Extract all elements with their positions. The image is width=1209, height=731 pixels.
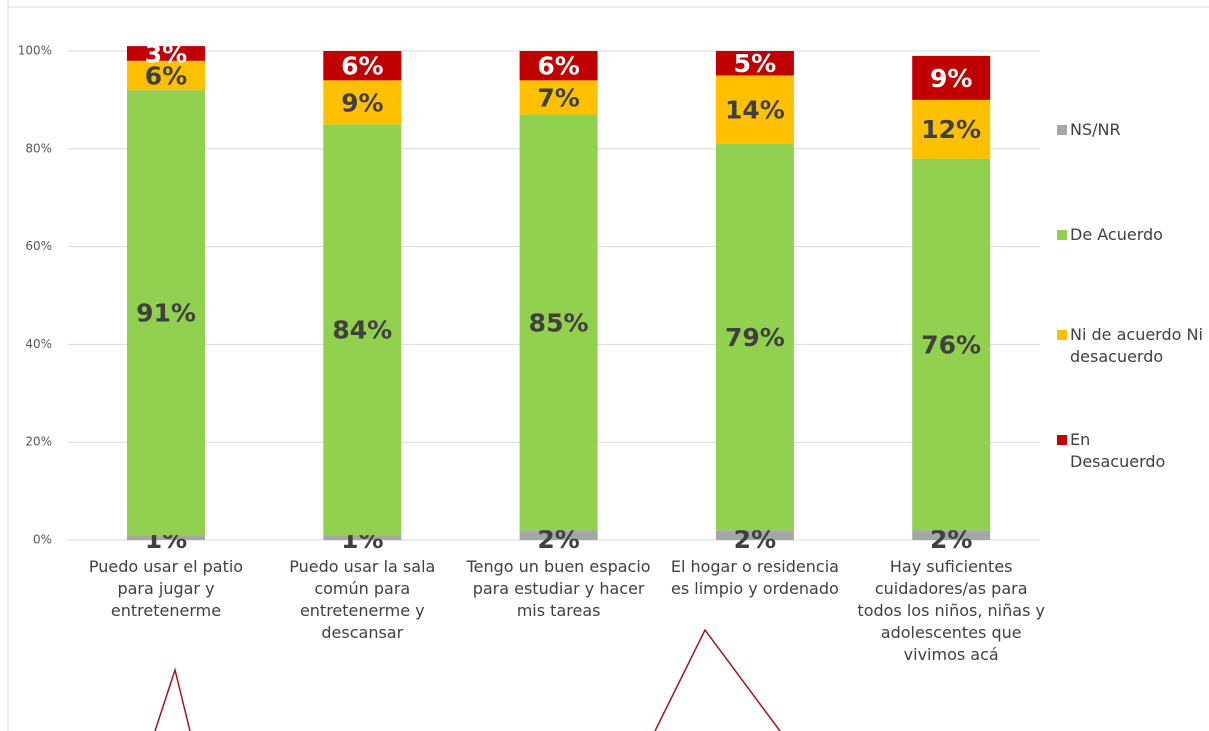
bar-segment: [127, 535, 205, 540]
x-tick-label: Puedo usar la sala común para entretener…: [289, 557, 436, 642]
legend-label: Ni de acuerdo Ni desacuerdo: [1070, 325, 1203, 366]
data-label: 84%: [332, 316, 392, 345]
bar-segment: [323, 80, 402, 125]
bar-segment: [127, 46, 205, 61]
bar-segment: [519, 51, 598, 81]
bar-segment: [912, 530, 991, 540]
data-label: 9%: [341, 88, 383, 117]
y-tick-label: 20%: [25, 435, 52, 449]
y-tick-label: 60%: [25, 239, 52, 253]
data-label: 14%: [725, 96, 785, 125]
bar-segment: [519, 80, 598, 115]
bar-segment: [323, 535, 402, 540]
bar-segment: [715, 530, 794, 540]
data-label: 6%: [537, 52, 579, 81]
annotation-arrow: [154, 667, 191, 731]
legend-swatch: [1057, 330, 1067, 340]
bar-segment: [127, 90, 205, 536]
bar-segment: [323, 51, 402, 81]
y-tick-label: 80%: [25, 141, 52, 155]
y-tick-label: 0%: [33, 533, 52, 547]
data-label: 91%: [136, 299, 196, 328]
data-label: 6%: [145, 61, 187, 90]
data-label: 7%: [537, 83, 579, 112]
annotation-arrow: [654, 628, 781, 731]
data-label: 6%: [341, 52, 383, 81]
bar-segment: [715, 143, 794, 531]
x-tick-label: Tengo un buen espacio para estudiar y ha…: [466, 557, 651, 620]
data-label: 12%: [921, 115, 981, 144]
data-label: 9%: [930, 64, 972, 93]
data-label: 3%: [145, 39, 187, 68]
bar-segment: [912, 158, 991, 531]
bar-segment: [519, 114, 598, 531]
bar-segment: [519, 530, 598, 540]
y-tick-label: 40%: [25, 337, 52, 351]
bar-segment: [912, 99, 991, 159]
bar-segment: [323, 124, 402, 536]
y-tick-label: 100%: [18, 44, 52, 58]
legend-swatch: [1057, 230, 1067, 240]
data-label: 76%: [921, 330, 981, 359]
x-tick-label: Puedo usar el patio para jugar y entrete…: [88, 557, 244, 620]
data-label: 85%: [529, 308, 589, 337]
data-label: 5%: [734, 49, 776, 78]
bar-segment: [715, 51, 794, 76]
legend-label: NS/NR: [1070, 120, 1121, 139]
bar-segment: [715, 75, 794, 144]
x-tick-label: Hay suficientes cuidadores/as para todos…: [857, 557, 1045, 664]
bar-segment: [127, 60, 205, 91]
legend-label: En Desacuerdo: [1070, 430, 1166, 471]
bar-segment: [912, 55, 991, 100]
legend-swatch: [1057, 125, 1067, 135]
legend-label: De Acuerdo: [1070, 225, 1163, 244]
legend-swatch: [1057, 435, 1067, 445]
x-tick-label: El hogar o residencia es limpio y ordena…: [670, 557, 839, 598]
data-label: 79%: [725, 323, 785, 352]
